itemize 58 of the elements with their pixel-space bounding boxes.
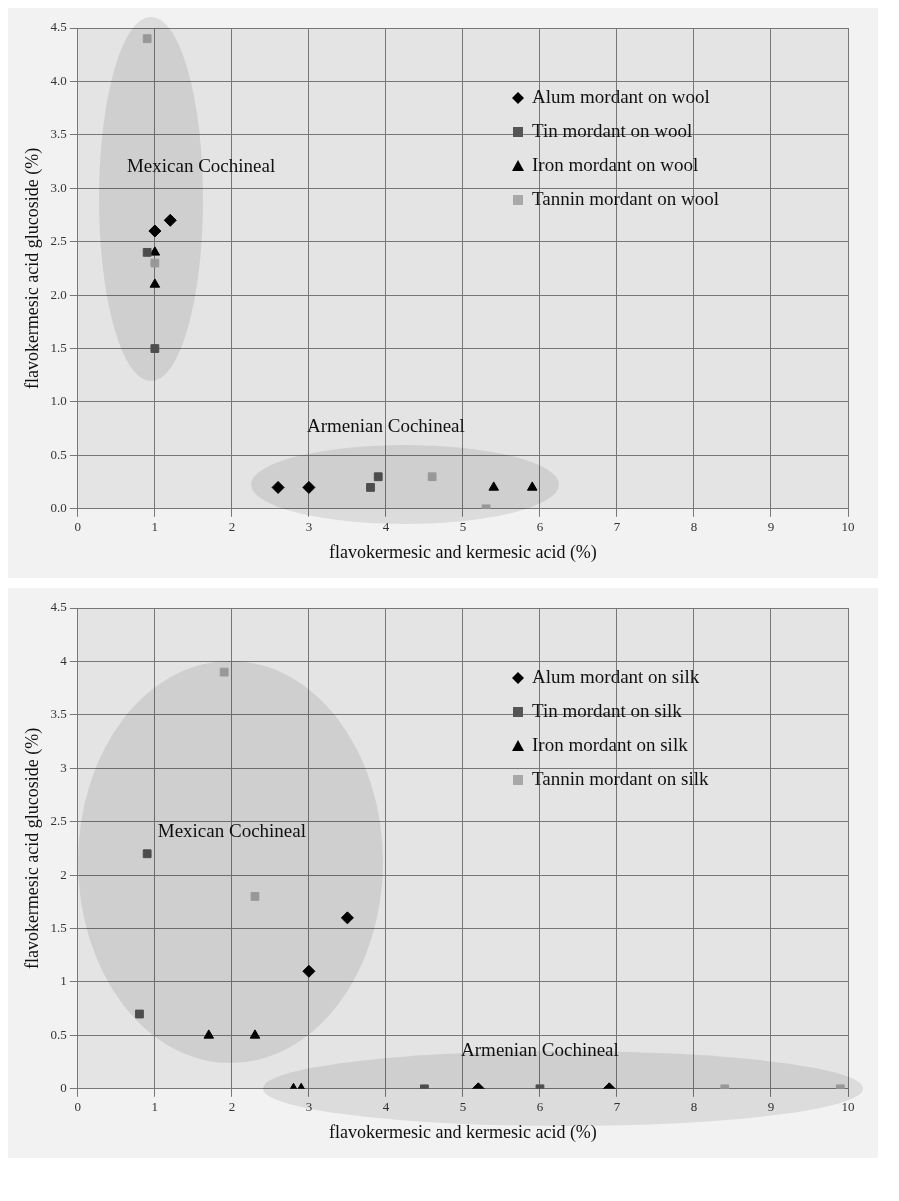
y-tick-label: 4.0 <box>50 72 67 88</box>
legend-label: Tannin mordant on wool <box>532 187 720 209</box>
legend-label: Tin mordant on wool <box>532 119 693 141</box>
x-tick-label: 2 <box>228 1099 236 1115</box>
y-tick-label: 0.5 <box>50 446 67 462</box>
y-tick-label: 4.5 <box>50 599 67 615</box>
x-tick-label: 0 <box>74 1099 82 1115</box>
y-tick-label: 1 <box>60 973 67 989</box>
x-tick-label: 10 <box>841 1099 855 1115</box>
x-tick-label: 0 <box>74 519 82 535</box>
x-tick-label: 3 <box>305 1099 313 1115</box>
x-tick-label: 2 <box>228 519 236 535</box>
y-axis-title: flavokermesic acid glucoside (%) <box>21 147 43 390</box>
x-tick-label: 9 <box>767 519 775 535</box>
legend-label: Tannin mordant on silk <box>532 767 710 789</box>
annotation: Armenian Cochineal <box>461 1039 619 1061</box>
y-tick-label: 3.0 <box>50 179 67 195</box>
y-tick-label: 2 <box>60 866 67 882</box>
legend-label: Tin mordant on silk <box>532 699 683 721</box>
legend-label: Alum mordant on wool <box>532 85 710 107</box>
y-tick-label: 0 <box>60 1080 67 1096</box>
x-tick-label: 7 <box>613 519 621 535</box>
y-tick-label: 0.0 <box>50 500 67 516</box>
x-tick-label: 10 <box>841 519 855 535</box>
y-tick-label: 2.5 <box>50 233 67 249</box>
y-tick-label: 2.5 <box>50 813 67 829</box>
annotation: Armenian Cochineal <box>307 414 465 436</box>
legend-label: Alum mordant on silk <box>532 665 700 687</box>
legend-label: Iron mordant on wool <box>532 153 699 175</box>
y-tick-label: 4.5 <box>50 19 67 35</box>
x-tick-label: 1 <box>151 519 159 535</box>
legend-label: Iron mordant on silk <box>532 733 689 755</box>
annotation: Mexican Cochineal <box>126 154 276 176</box>
x-tick-label: 7 <box>613 1099 621 1115</box>
x-tick-label: 4 <box>382 1099 390 1115</box>
y-tick-label: 2.0 <box>50 286 67 302</box>
x-tick-label: 3 <box>305 519 313 535</box>
x-tick-label: 1 <box>151 1099 159 1115</box>
y-tick-label: 3.5 <box>50 706 67 722</box>
y-tick-label: 1.5 <box>50 339 67 355</box>
x-tick-label: 9 <box>767 1099 775 1115</box>
x-tick-label: 6 <box>536 519 544 535</box>
x-tick-label: 6 <box>536 1099 544 1115</box>
x-tick-label: 4 <box>382 519 390 535</box>
x-tick-label: 5 <box>459 1099 467 1115</box>
x-tick-label: 8 <box>690 519 698 535</box>
y-tick-label: 0.5 <box>50 1026 67 1042</box>
y-tick-label: 3 <box>60 759 67 775</box>
x-tick-label: 8 <box>690 1099 698 1115</box>
y-tick-label: 1.5 <box>50 919 67 935</box>
y-tick-label: 1.0 <box>50 393 67 409</box>
x-tick-label: 5 <box>459 519 467 535</box>
y-tick-label: 3.5 <box>50 126 67 142</box>
y-axis-title: flavokermesic acid glucoside (%) <box>21 727 43 970</box>
y-tick-label: 4 <box>60 652 68 668</box>
annotation: Mexican Cochineal <box>157 820 307 842</box>
x-axis-title: flavokermesic and kermesic acid (%) <box>328 1121 597 1143</box>
x-axis-title: flavokermesic and kermesic acid (%) <box>328 541 597 563</box>
